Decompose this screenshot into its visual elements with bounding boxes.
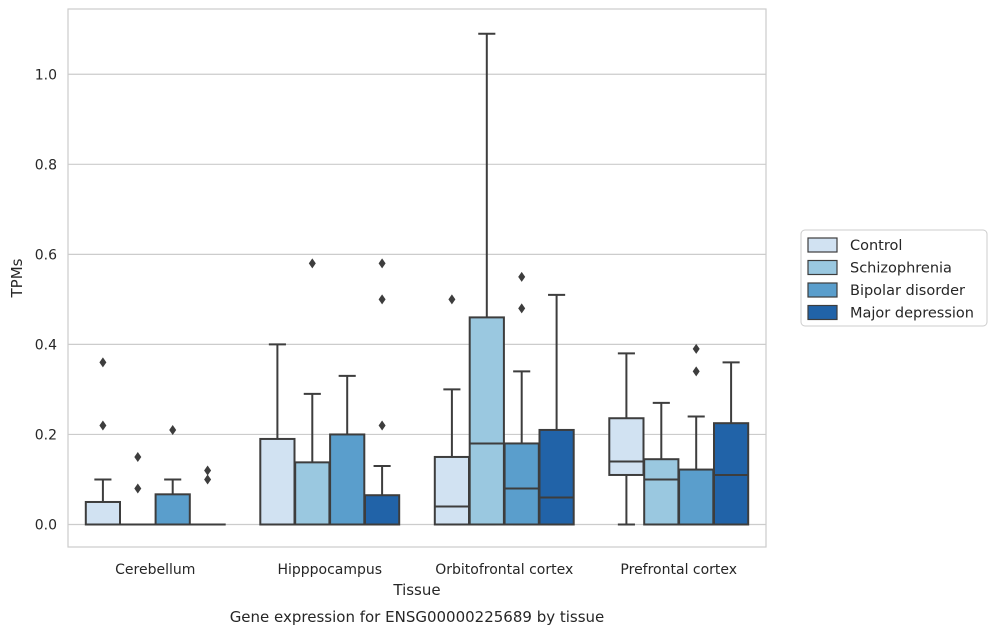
- legend-label: Bipolar disorder: [850, 283, 965, 299]
- box-body: [365, 495, 399, 524]
- legend-swatch: [808, 283, 837, 297]
- legend-label: Major depression: [850, 306, 974, 322]
- legend-swatch: [808, 306, 837, 320]
- box-body: [470, 317, 504, 524]
- y-ticks: 0.0 0.2 0.4 0.6 0.8 1.0: [35, 67, 57, 533]
- legend-swatch: [808, 261, 837, 275]
- x-tick-label: Cerebellum: [115, 562, 195, 578]
- y-axis-label: TPMs: [8, 258, 26, 298]
- y-tick-label: 0.4: [35, 337, 57, 353]
- legend-swatch: [808, 238, 837, 252]
- box-body: [609, 418, 643, 475]
- box-body: [86, 502, 120, 525]
- box-body: [330, 434, 364, 524]
- box-body: [679, 470, 713, 525]
- x-tick-label: Hipppocampus: [277, 562, 382, 578]
- y-tick-label: 1.0: [35, 67, 57, 83]
- legend-label: Schizophrenia: [850, 261, 952, 277]
- x-tick-label: Prefrontal cortex: [620, 562, 737, 578]
- chart-caption: Gene expression for ENSG00000225689 by t…: [230, 608, 605, 626]
- box-body: [260, 439, 294, 525]
- box-body: [505, 443, 539, 524]
- legend-label: Control: [850, 238, 902, 254]
- box-body: [539, 430, 573, 525]
- x-ticks: Cerebellum Hipppocampus Orbitofrontal cort…: [115, 562, 737, 578]
- y-tick-label: 0.0: [35, 517, 57, 533]
- box-body: [156, 494, 190, 524]
- y-tick-label: 0.6: [35, 247, 57, 263]
- y-tick-label: 0.8: [35, 157, 57, 173]
- box-body: [714, 423, 748, 524]
- x-tick-label: Orbitofrontal cortex: [435, 562, 573, 578]
- legend: Control Schizophrenia Bipolar disorder Majo…: [801, 230, 987, 326]
- box-body: [435, 457, 469, 525]
- box-body: [644, 459, 678, 524]
- x-axis-label: Tissue: [392, 581, 440, 599]
- box-body: [295, 462, 329, 524]
- y-tick-label: 0.2: [35, 427, 57, 443]
